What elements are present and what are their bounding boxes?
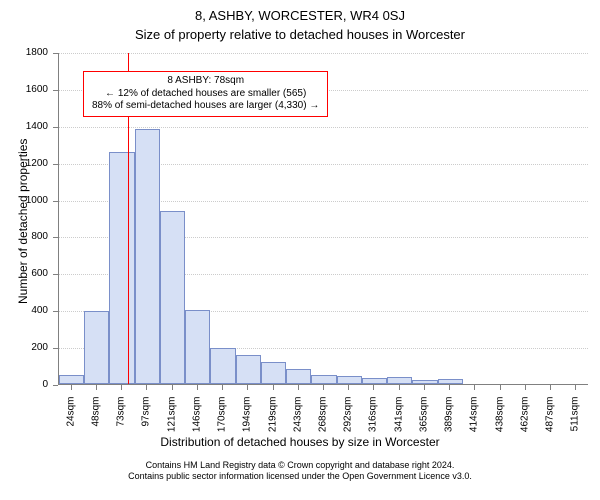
xtick-label: 24sqm: [65, 397, 76, 447]
annotation-box: 8 ASHBY: 78sqm ← 12% of detached houses …: [83, 71, 328, 117]
histogram-bar: [135, 129, 160, 384]
ytick-mark: [53, 53, 58, 54]
xtick-mark: [525, 385, 526, 390]
xtick-mark: [348, 385, 349, 390]
xtick-mark: [273, 385, 274, 390]
histogram-bar: [109, 152, 134, 384]
xtick-mark: [550, 385, 551, 390]
xtick-mark: [222, 385, 223, 390]
xtick-label: 438sqm: [494, 397, 505, 447]
xtick-label: 219sqm: [267, 397, 278, 447]
ytick-label: 800: [0, 231, 48, 242]
histogram-bar: [337, 376, 362, 384]
xtick-mark: [424, 385, 425, 390]
xtick-mark: [474, 385, 475, 390]
ytick-label: 1600: [0, 84, 48, 95]
xtick-mark: [96, 385, 97, 390]
gridline: [59, 53, 588, 54]
ytick-mark: [53, 237, 58, 238]
xtick-mark: [247, 385, 248, 390]
ytick-mark: [53, 274, 58, 275]
attribution-line1: Contains HM Land Registry data © Crown c…: [0, 460, 600, 471]
annotation-line3: 88% of semi-detached houses are larger (…: [92, 100, 319, 113]
xtick-label: 97sqm: [141, 397, 152, 447]
xtick-mark: [500, 385, 501, 390]
xtick-label: 170sqm: [217, 397, 228, 447]
histogram-bar: [387, 377, 412, 384]
xtick-label: 365sqm: [418, 397, 429, 447]
ytick-label: 400: [0, 305, 48, 316]
ytick-mark: [53, 90, 58, 91]
xtick-mark: [172, 385, 173, 390]
xtick-label: 73sqm: [116, 397, 127, 447]
xtick-mark: [121, 385, 122, 390]
xtick-label: 243sqm: [292, 397, 303, 447]
xtick-label: 389sqm: [444, 397, 455, 447]
histogram-bar: [261, 362, 286, 384]
ytick-label: 0: [0, 379, 48, 390]
ytick-label: 1400: [0, 121, 48, 132]
ytick-label: 1200: [0, 158, 48, 169]
histogram-bar: [236, 355, 261, 384]
annotation-line2: ← 12% of detached houses are smaller (56…: [92, 88, 319, 101]
xtick-label: 511sqm: [570, 397, 581, 447]
ytick-mark: [53, 385, 58, 386]
xtick-label: 146sqm: [191, 397, 202, 447]
ytick-mark: [53, 348, 58, 349]
attribution: Contains HM Land Registry data © Crown c…: [0, 460, 600, 483]
chart-title-line2: Size of property relative to detached ho…: [0, 27, 600, 42]
xtick-mark: [449, 385, 450, 390]
xtick-label: 462sqm: [519, 397, 530, 447]
xtick-mark: [298, 385, 299, 390]
xtick-mark: [197, 385, 198, 390]
ytick-mark: [53, 127, 58, 128]
ytick-mark: [53, 164, 58, 165]
histogram-bar: [438, 379, 463, 384]
histogram-bar: [362, 378, 387, 384]
histogram-bar: [59, 375, 84, 384]
histogram-bar: [286, 369, 311, 384]
plot-area: 8 ASHBY: 78sqm ← 12% of detached houses …: [58, 53, 588, 385]
xtick-label: 316sqm: [368, 397, 379, 447]
xtick-label: 48sqm: [90, 397, 101, 447]
ytick-mark: [53, 311, 58, 312]
xtick-mark: [323, 385, 324, 390]
xtick-label: 194sqm: [242, 397, 253, 447]
xtick-label: 414sqm: [469, 397, 480, 447]
xtick-label: 341sqm: [393, 397, 404, 447]
xtick-mark: [146, 385, 147, 390]
histogram-bar: [185, 310, 210, 384]
attribution-line2: Contains public sector information licen…: [0, 471, 600, 482]
xtick-label: 268sqm: [318, 397, 329, 447]
ytick-mark: [53, 201, 58, 202]
chart-title-line1: 8, ASHBY, WORCESTER, WR4 0SJ: [0, 8, 600, 23]
xtick-label: 292sqm: [343, 397, 354, 447]
histogram-bar: [160, 211, 185, 384]
ytick-label: 1800: [0, 47, 48, 58]
xtick-label: 121sqm: [166, 397, 177, 447]
xtick-label: 487sqm: [545, 397, 556, 447]
ytick-label: 1000: [0, 195, 48, 206]
ytick-label: 600: [0, 268, 48, 279]
histogram-bar: [311, 375, 336, 384]
histogram-bar: [84, 311, 109, 384]
histogram-bar: [412, 380, 437, 384]
xtick-mark: [575, 385, 576, 390]
histogram-bar: [210, 348, 235, 384]
xtick-mark: [71, 385, 72, 390]
ytick-label: 200: [0, 342, 48, 353]
xtick-mark: [399, 385, 400, 390]
histogram-chart: 8, ASHBY, WORCESTER, WR4 0SJ Size of pro…: [0, 0, 600, 500]
annotation-line1: 8 ASHBY: 78sqm: [92, 75, 319, 88]
xtick-mark: [373, 385, 374, 390]
